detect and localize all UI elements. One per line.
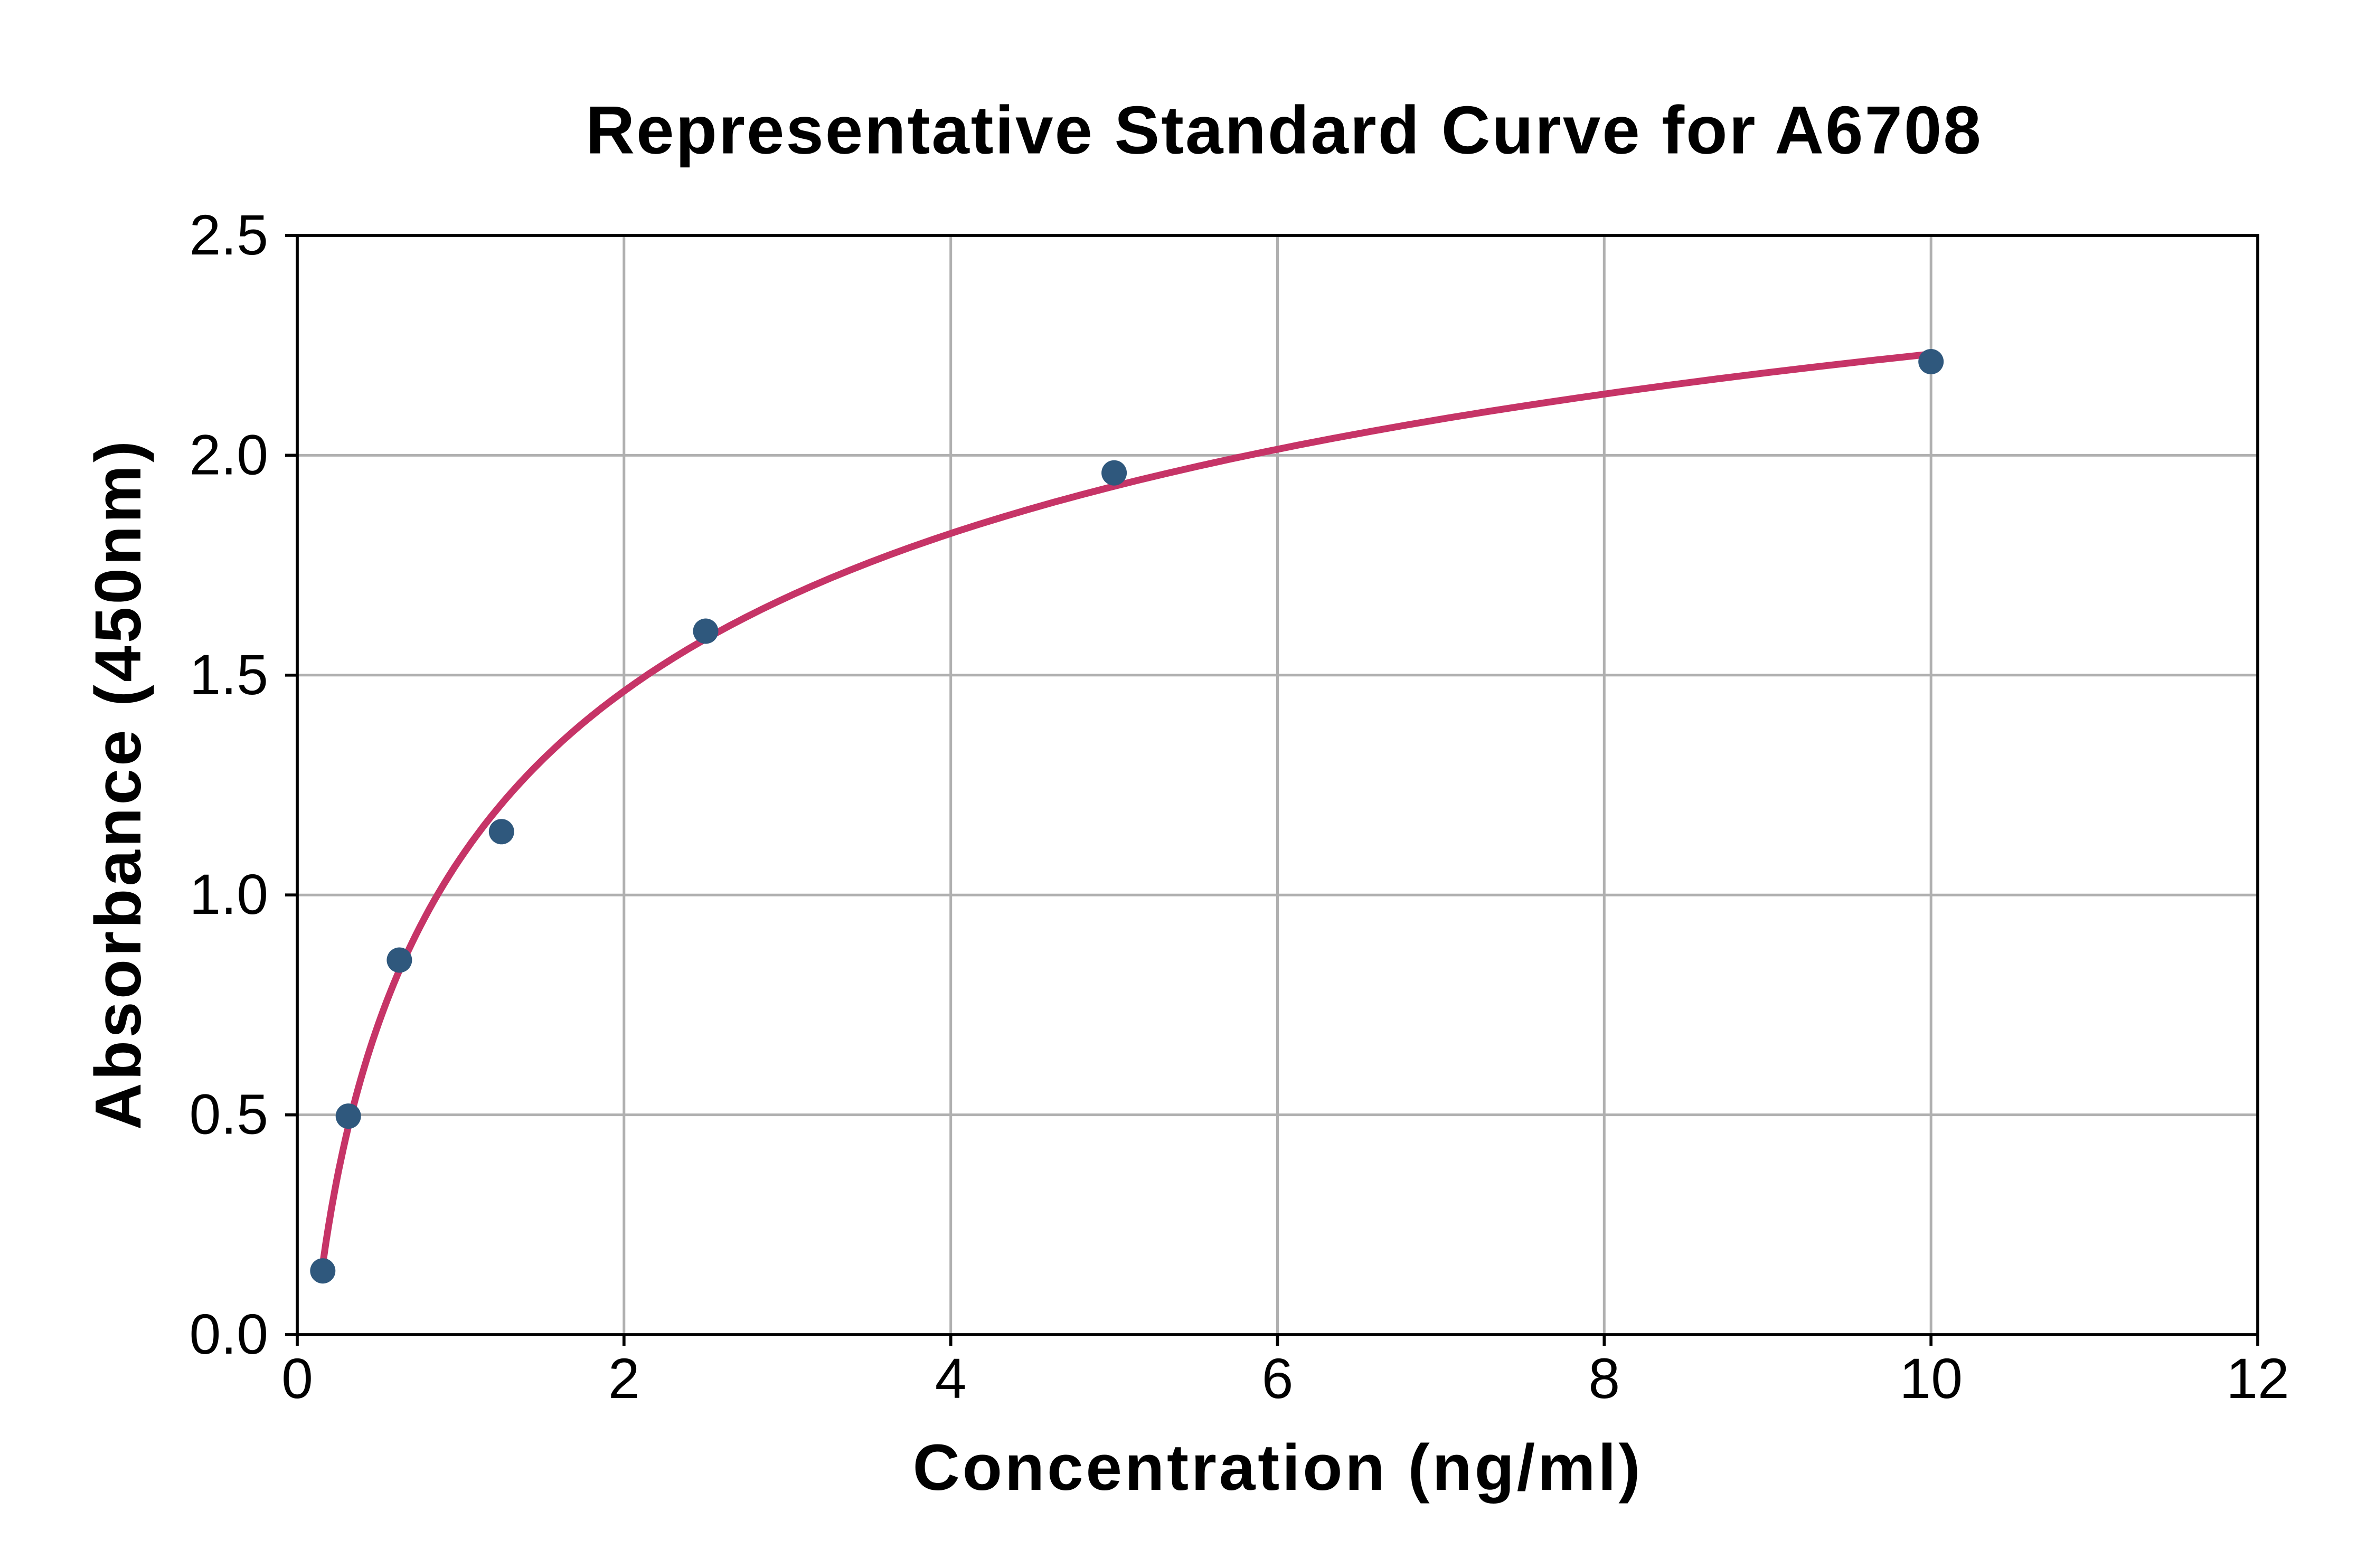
svg-text:0.5: 0.5 xyxy=(190,1083,268,1146)
svg-text:2: 2 xyxy=(608,1347,640,1410)
svg-text:10: 10 xyxy=(1899,1347,1963,1410)
svg-text:Representative Standard Curve: Representative Standard Curve for A6708 xyxy=(586,93,1982,168)
svg-text:2.0: 2.0 xyxy=(190,423,268,486)
svg-text:0.0: 0.0 xyxy=(190,1302,268,1366)
svg-text:Absorbance (450nm): Absorbance (450nm) xyxy=(82,438,155,1130)
svg-text:6: 6 xyxy=(1262,1347,1294,1410)
svg-text:2.5: 2.5 xyxy=(190,203,268,267)
svg-text:8: 8 xyxy=(1588,1347,1620,1410)
svg-text:4: 4 xyxy=(935,1347,967,1410)
svg-text:0: 0 xyxy=(281,1347,313,1410)
svg-text:1.0: 1.0 xyxy=(190,863,268,926)
svg-text:Concentration (ng/ml): Concentration (ng/ml) xyxy=(913,1431,1643,1504)
svg-text:12: 12 xyxy=(2226,1347,2289,1410)
svg-text:1.5: 1.5 xyxy=(190,643,268,706)
